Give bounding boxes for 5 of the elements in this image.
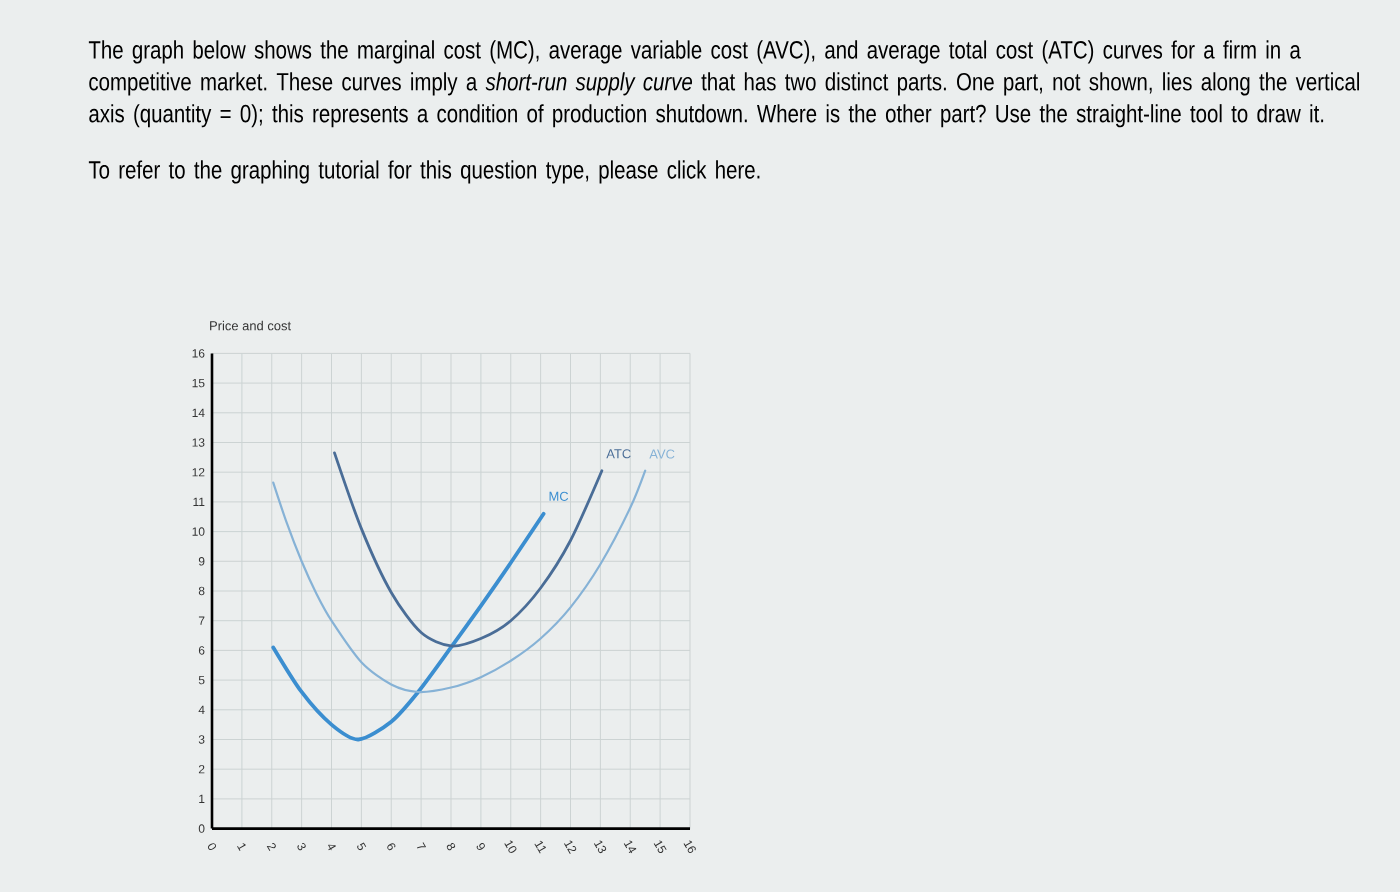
text: To refer to the graphing tutorial for this question type, please click here.: [88, 160, 760, 184]
line-series: [272, 469, 647, 694]
line-series: [333, 451, 604, 648]
text: The graph below shows the marginal cost (MC), average variable cost (AVC), and average total cost (ATC) curves for a firm in a competitive market. These curves imply a short-run supply curve that has two distinct parts. One part, not shown, lies along the vertical axis (quantity = 0); this represents a condition of production shutdown. Where is the other part? Use the straight-line tool to draw it.: [88, 40, 1360, 128]
line-series: [271, 511, 546, 742]
